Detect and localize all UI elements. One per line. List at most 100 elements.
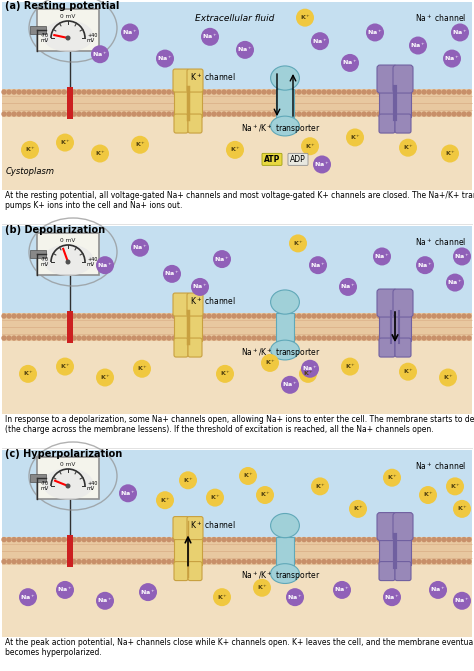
Circle shape xyxy=(442,314,446,318)
Circle shape xyxy=(37,314,41,318)
Circle shape xyxy=(202,90,206,94)
Circle shape xyxy=(412,314,416,318)
Circle shape xyxy=(226,141,244,159)
FancyBboxPatch shape xyxy=(377,65,397,93)
Text: Na$^+$: Na$^+$ xyxy=(140,588,156,597)
Circle shape xyxy=(372,560,376,564)
Circle shape xyxy=(187,112,191,116)
Circle shape xyxy=(177,112,181,116)
Circle shape xyxy=(242,560,246,564)
Circle shape xyxy=(307,90,311,94)
Circle shape xyxy=(102,336,106,340)
Circle shape xyxy=(132,560,136,564)
Circle shape xyxy=(427,560,431,564)
Circle shape xyxy=(242,112,246,116)
Circle shape xyxy=(192,90,196,94)
Circle shape xyxy=(142,537,146,541)
Circle shape xyxy=(177,336,181,340)
Text: K$^+$: K$^+$ xyxy=(100,373,110,382)
Circle shape xyxy=(117,90,121,94)
Circle shape xyxy=(267,314,271,318)
Circle shape xyxy=(92,90,96,94)
Text: Na$^+$/K$^+$ transporter: Na$^+$/K$^+$ transporter xyxy=(241,570,320,583)
Circle shape xyxy=(21,141,39,159)
Circle shape xyxy=(232,336,236,340)
Circle shape xyxy=(282,537,286,541)
Circle shape xyxy=(347,90,351,94)
FancyBboxPatch shape xyxy=(379,338,395,357)
Circle shape xyxy=(442,560,446,564)
Circle shape xyxy=(297,112,301,116)
Circle shape xyxy=(262,336,266,340)
Circle shape xyxy=(342,112,346,116)
Circle shape xyxy=(362,112,366,116)
Circle shape xyxy=(137,560,141,564)
Circle shape xyxy=(412,90,416,94)
FancyBboxPatch shape xyxy=(174,114,188,133)
Circle shape xyxy=(312,336,316,340)
Text: Na$^+$: Na$^+$ xyxy=(454,252,470,261)
Circle shape xyxy=(37,90,41,94)
FancyBboxPatch shape xyxy=(37,9,99,51)
Circle shape xyxy=(47,336,51,340)
Circle shape xyxy=(212,537,216,541)
Circle shape xyxy=(302,560,306,564)
Ellipse shape xyxy=(271,513,300,537)
Circle shape xyxy=(167,336,171,340)
Circle shape xyxy=(147,560,151,564)
Circle shape xyxy=(307,336,311,340)
Text: Na$^+$: Na$^+$ xyxy=(92,50,108,58)
Circle shape xyxy=(62,314,66,318)
Circle shape xyxy=(206,488,224,507)
FancyBboxPatch shape xyxy=(395,338,411,357)
Circle shape xyxy=(467,336,471,340)
Circle shape xyxy=(167,537,171,541)
Circle shape xyxy=(382,537,386,541)
Circle shape xyxy=(62,336,66,340)
Circle shape xyxy=(397,560,401,564)
Circle shape xyxy=(339,278,357,296)
Circle shape xyxy=(47,537,51,541)
Circle shape xyxy=(232,90,236,94)
Text: -70
mV: -70 mV xyxy=(41,33,49,44)
Bar xyxy=(2,450,472,537)
Circle shape xyxy=(2,314,6,318)
Circle shape xyxy=(72,537,76,541)
Circle shape xyxy=(32,336,36,340)
Circle shape xyxy=(137,314,141,318)
Circle shape xyxy=(42,336,46,340)
Circle shape xyxy=(292,560,296,564)
Circle shape xyxy=(7,90,11,94)
Circle shape xyxy=(377,314,381,318)
FancyBboxPatch shape xyxy=(187,69,203,92)
FancyBboxPatch shape xyxy=(187,517,203,539)
Text: ADP: ADP xyxy=(290,155,306,164)
Circle shape xyxy=(417,537,421,541)
Text: Na$^+$: Na$^+$ xyxy=(454,597,470,605)
Text: Na$^+$: Na$^+$ xyxy=(202,32,218,41)
Circle shape xyxy=(122,537,126,541)
FancyBboxPatch shape xyxy=(188,562,202,580)
Circle shape xyxy=(467,560,471,564)
Circle shape xyxy=(352,314,356,318)
Circle shape xyxy=(27,336,31,340)
Circle shape xyxy=(207,537,211,541)
Circle shape xyxy=(152,90,156,94)
Circle shape xyxy=(97,336,101,340)
FancyBboxPatch shape xyxy=(393,289,413,317)
Circle shape xyxy=(202,560,206,564)
Bar xyxy=(2,117,472,190)
FancyBboxPatch shape xyxy=(288,154,308,165)
Bar xyxy=(276,313,294,341)
FancyBboxPatch shape xyxy=(174,338,188,357)
Circle shape xyxy=(282,90,286,94)
Circle shape xyxy=(97,112,101,116)
Ellipse shape xyxy=(271,116,300,136)
FancyBboxPatch shape xyxy=(187,293,203,316)
Text: Na$^+$ channel: Na$^+$ channel xyxy=(415,460,466,472)
Text: K$^+$: K$^+$ xyxy=(449,482,460,491)
Circle shape xyxy=(417,336,421,340)
Circle shape xyxy=(157,314,161,318)
Circle shape xyxy=(377,90,381,94)
Circle shape xyxy=(157,90,161,94)
